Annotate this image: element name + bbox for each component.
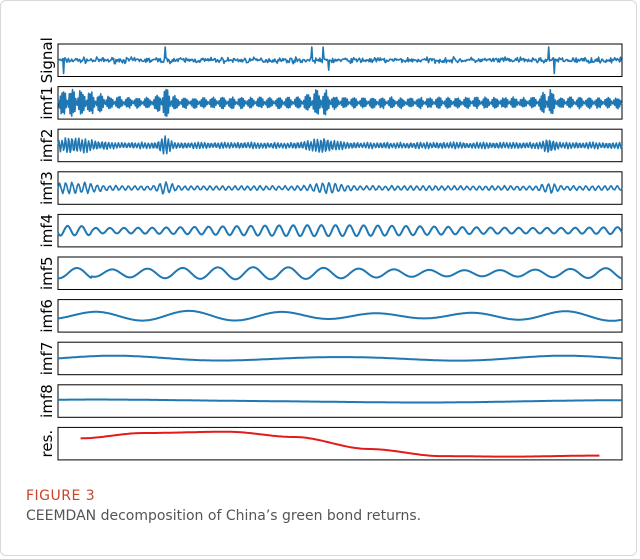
series-line-imf5 [57, 266, 623, 281]
panel-frame-imf6 [57, 299, 623, 333]
panel-label-imf1: imf1 [38, 86, 56, 120]
panel-label-imf6: imf6 [38, 299, 56, 333]
ceemdan-plot: Signal imf1 imf2 imf3 imf4 imf5 imf6 imf7 imf8 re… [38, 37, 623, 461]
series-line-res [80, 430, 600, 458]
series-line-imf4 [57, 224, 623, 238]
figure-caption: FIGURE 3 CEEMDAN decomposition of China’… [26, 488, 421, 524]
panel-label-signal: Signal [38, 37, 56, 83]
panel-label-imf7: imf7 [38, 342, 56, 376]
panel-label-imf3: imf3 [38, 171, 56, 205]
panel-label-res: res. [38, 430, 56, 458]
series-line-imf3 [57, 181, 623, 195]
panel-frame-imf2 [57, 128, 623, 163]
figure-caption-text: CEEMDAN decomposition of China’s green b… [26, 508, 422, 524]
series-line-imf2 [57, 135, 623, 155]
panel-frame-imf7 [57, 341, 623, 376]
panel-label-imf2: imf2 [38, 129, 56, 163]
series-line-imf1 [57, 88, 623, 117]
panel-label-imf8: imf8 [38, 384, 56, 418]
series-line-imf8 [57, 398, 623, 404]
panel-frame-res [57, 426, 623, 461]
panel-frame-imf1 [57, 86, 623, 120]
figure-label: FIGURE 3 [26, 488, 96, 504]
series-line-imf6 [57, 309, 623, 322]
series-line-signal [57, 46, 623, 75]
panel-frame-imf5 [57, 256, 623, 290]
series-line-imf7 [57, 354, 623, 362]
panel-label-imf4: imf4 [38, 214, 56, 248]
panel-label-imf5: imf5 [38, 256, 56, 290]
